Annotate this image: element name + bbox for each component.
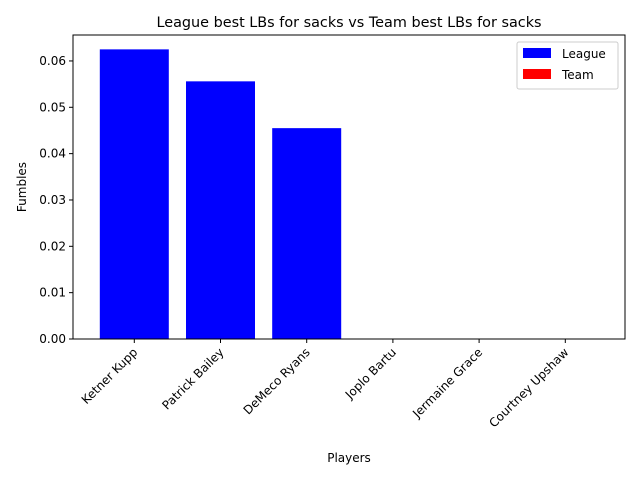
y-tick-label: 0.05 — [39, 100, 66, 114]
bar-league-2 — [272, 128, 342, 339]
y-axis: 0.00 0.01 0.02 0.03 0.04 0.05 0.06 — [39, 54, 73, 346]
y-tick-label: 0.00 — [39, 332, 66, 346]
y-tick-label: 0.02 — [39, 239, 66, 253]
x-axis-label: Players — [327, 451, 371, 465]
x-tick-label: Patrick Bailey — [159, 345, 226, 412]
bar-league-0 — [99, 49, 169, 340]
bars-layer — [99, 49, 342, 340]
x-tick-label: Joplo Bartu — [342, 345, 399, 402]
y-tick-label: 0.06 — [39, 54, 66, 68]
legend: League Team — [516, 41, 619, 90]
y-tick-label: 0.03 — [39, 193, 66, 207]
legend-swatch-league — [523, 48, 551, 58]
y-tick-label: 0.01 — [39, 286, 66, 300]
legend-label-league: League — [562, 47, 606, 61]
x-tick-label: Jermaine Grace — [409, 345, 485, 421]
x-tick-label: Courtney Upshaw — [486, 345, 571, 430]
x-tick-label: Ketner Kupp — [79, 345, 141, 407]
bar-league-1 — [186, 81, 255, 339]
x-tick-label: DeMeco Ryans — [241, 345, 313, 417]
y-tick-label: 0.04 — [39, 147, 66, 161]
plot-frame — [72, 34, 626, 340]
legend-label-team: Team — [561, 68, 594, 82]
y-axis-label: Fumbles — [15, 162, 29, 212]
x-axis: Ketner Kupp Patrick Bailey DeMeco Ryans Jop… — [79, 339, 572, 430]
legend-swatch-team — [523, 69, 551, 79]
chart-title: League best LBs for sacks vs Team best L… — [156, 15, 541, 31]
